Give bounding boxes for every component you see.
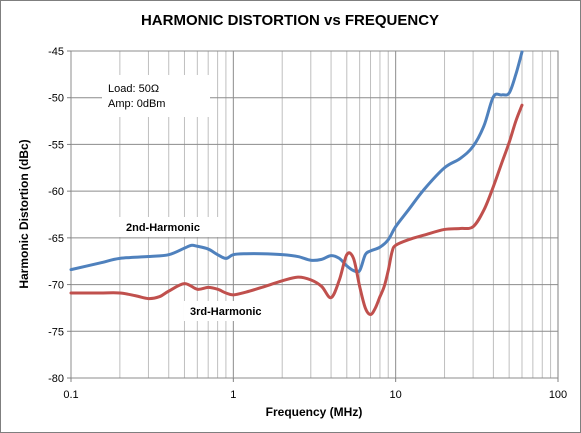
notes-background	[102, 75, 210, 117]
y-tick-label: -75	[48, 326, 64, 338]
y-axis-label: Harmonic Distortion (dBc)	[17, 139, 31, 288]
x-tick-label: 100	[549, 389, 567, 401]
y-tick-label: -50	[48, 93, 64, 105]
x-axis-label: Frequency (MHz)	[266, 405, 363, 419]
y-tick-label: -65	[48, 233, 64, 245]
note-amp: Amp: 0dBm	[108, 98, 165, 110]
y-axis-ticks: -45 -50 -55 -60 -65 -70 -75 -80	[48, 46, 71, 385]
series-line-2nd-harmonic	[69, 50, 524, 274]
series-line-3rd-harmonic	[69, 103, 524, 316]
x-tick-label: 0.1	[63, 389, 78, 401]
y-tick-label: -45	[48, 46, 64, 58]
annotation-3rd-harmonic: 3rd-Harmonic	[190, 306, 262, 318]
annotation-2nd-harmonic: 2nd-Harmonic	[126, 222, 200, 234]
annotation-2nd: 2nd-Harmonic	[118, 217, 222, 237]
notes-box: Load: 50Ω Amp: 0dBm	[102, 75, 210, 117]
annotation-3rd: 3rd-Harmonic	[184, 301, 272, 321]
x-tick-label: 10	[390, 389, 402, 401]
note-load: Load: 50Ω	[108, 83, 159, 95]
annotation-3rd-background	[184, 301, 272, 321]
annotation-2nd-background	[118, 217, 222, 237]
x-axis-ticks: 0.1 1 10 100	[63, 378, 567, 401]
series-layer	[69, 50, 524, 316]
y-tick-label: -70	[48, 280, 64, 292]
chart-title: HARMONIC DISTORTION vs FREQUENCY	[141, 12, 439, 29]
x-tick-label: 1	[230, 389, 236, 401]
y-tick-label: -55	[48, 139, 64, 151]
y-tick-label: -80	[48, 373, 64, 385]
y-tick-label: -60	[48, 186, 64, 198]
